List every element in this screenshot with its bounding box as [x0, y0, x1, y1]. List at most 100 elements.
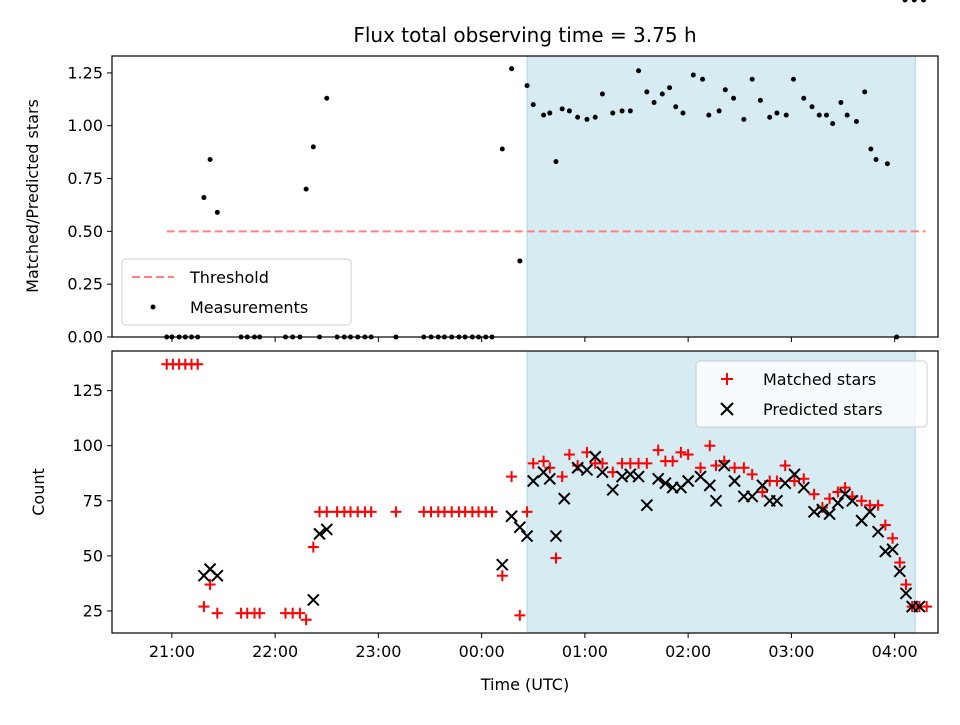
bottom-axes-frame [111, 350, 939, 634]
measurement-point [673, 104, 679, 110]
measurement-point [844, 112, 850, 118]
measurement-point [599, 91, 605, 97]
matched-stars-point [738, 462, 750, 474]
measurement-point [830, 121, 836, 127]
measurement-point [680, 110, 686, 116]
measurement-point [741, 116, 747, 122]
predicted-stars-point [589, 450, 602, 463]
top-highlight-span [526, 55, 916, 338]
top-y-tick-label: 0.50 [67, 222, 103, 241]
matched-stars-point [872, 499, 884, 511]
measurement-point [636, 68, 642, 74]
measurement-point [921, 0, 927, 3]
predicted-stars-point [571, 461, 584, 474]
measurement-point [690, 72, 696, 78]
measurement-point [553, 159, 559, 165]
predicted-stars-point [520, 529, 534, 543]
measurement-point [651, 99, 657, 105]
measurement-point [823, 112, 829, 118]
measurement-point [816, 112, 822, 118]
matched-stars-point [675, 446, 687, 458]
measurement-point [902, 0, 908, 3]
predicted-stars-point [606, 483, 619, 497]
matched-stars-point [204, 579, 216, 591]
legend-predicted-swatch [720, 402, 734, 416]
matched-stars-point [254, 607, 266, 619]
measurement-point [862, 89, 868, 95]
predicted-stars-point [527, 474, 540, 488]
predicted-stars-point [505, 510, 518, 523]
matched-stars-point [756, 486, 768, 498]
top-axes-frame [111, 55, 939, 338]
predicted-stars-point [596, 465, 609, 479]
bottom-y-tick-label: 100 [72, 436, 103, 455]
predicted-stars-point [816, 503, 829, 516]
matched-stars-point [704, 440, 716, 452]
legend-threshold-label: Threshold [189, 268, 269, 287]
predicted-stars-point [549, 529, 563, 543]
top-y-tick-label: 0.00 [67, 328, 103, 347]
measurement-point [310, 144, 316, 150]
predicted-stars-point [788, 468, 801, 481]
matched-stars-point [746, 468, 758, 480]
measurement-point [868, 146, 874, 152]
predicted-stars-point [320, 523, 333, 536]
measurement-point [722, 87, 728, 93]
matched-stars-point [307, 541, 319, 553]
matched-stars-point [198, 601, 210, 613]
x-tick-label: 22:00 [252, 642, 298, 661]
predicted-stars-point [632, 470, 645, 483]
top-axis-ticks: 0.00 0.25 0.50 0.75 1.00 1.25 [67, 63, 896, 347]
measurement-point [700, 76, 706, 82]
predicted-stars-point [496, 558, 509, 571]
measurement-point [499, 146, 505, 152]
matched-stars-point [667, 455, 679, 467]
matched-stars-point [839, 482, 851, 494]
bottom-legend-box [695, 360, 928, 428]
measurement-point [619, 108, 625, 114]
predicted-stars-point [831, 496, 845, 510]
measurement-point [757, 97, 763, 103]
bottom-legend: Matched stars Predicted stars [695, 360, 928, 428]
legend-matched-label: Matched stars [763, 370, 876, 389]
predicted-stars-point [580, 463, 594, 477]
x-tick-label: 23:00 [355, 642, 401, 661]
measurement-point [774, 110, 780, 116]
measurement-point [790, 76, 796, 82]
predicted-stars-point [651, 472, 665, 485]
measurement-point [214, 209, 220, 215]
measurement-point [911, 0, 917, 3]
predicted-stars-point [886, 543, 899, 556]
top-y-tick-label: 0.75 [67, 169, 103, 188]
measurement-point [207, 157, 213, 163]
bottom-y-tick-label: 75 [83, 491, 103, 510]
legend-measurements-swatch [150, 304, 156, 310]
measurement-point [584, 116, 590, 122]
predicted-stars-point [703, 479, 717, 492]
bottom-axis-ticks: 21:00 22:00 23:00 00:00 01:00 02:00 03:00 04:00… [72, 381, 917, 661]
top-y-tick-label: 1.25 [67, 63, 103, 82]
predicted-stars-point [718, 459, 731, 472]
matched-stars-point [563, 449, 575, 461]
top-legend: Threshold Measurements [121, 258, 352, 326]
predicted-stars-point [728, 474, 741, 488]
legend-matched-swatch [721, 373, 733, 385]
predicted-stars-point [313, 527, 326, 541]
matched-stars-point [729, 462, 741, 474]
matched-stars-point [879, 519, 891, 531]
measurement-point [749, 76, 755, 82]
legend-measurements-label: Measurements [190, 298, 308, 317]
chart-title: Flux total observing time = 3.75 h [353, 23, 696, 47]
predicted-stars-point [709, 494, 723, 508]
matched-stars-point [641, 457, 653, 469]
predicted-stars-point [307, 593, 320, 607]
x-tick-label: 00:00 [459, 642, 505, 661]
measurement-point [517, 258, 523, 264]
bottom-y-tick-label: 50 [83, 546, 103, 565]
matched-stars-point [771, 475, 783, 487]
measurement-point [659, 91, 665, 97]
measurement-point [201, 195, 207, 201]
matched-stars-point [300, 614, 312, 626]
matched-stars-point [365, 506, 377, 518]
predicted-stars-point [558, 492, 571, 505]
